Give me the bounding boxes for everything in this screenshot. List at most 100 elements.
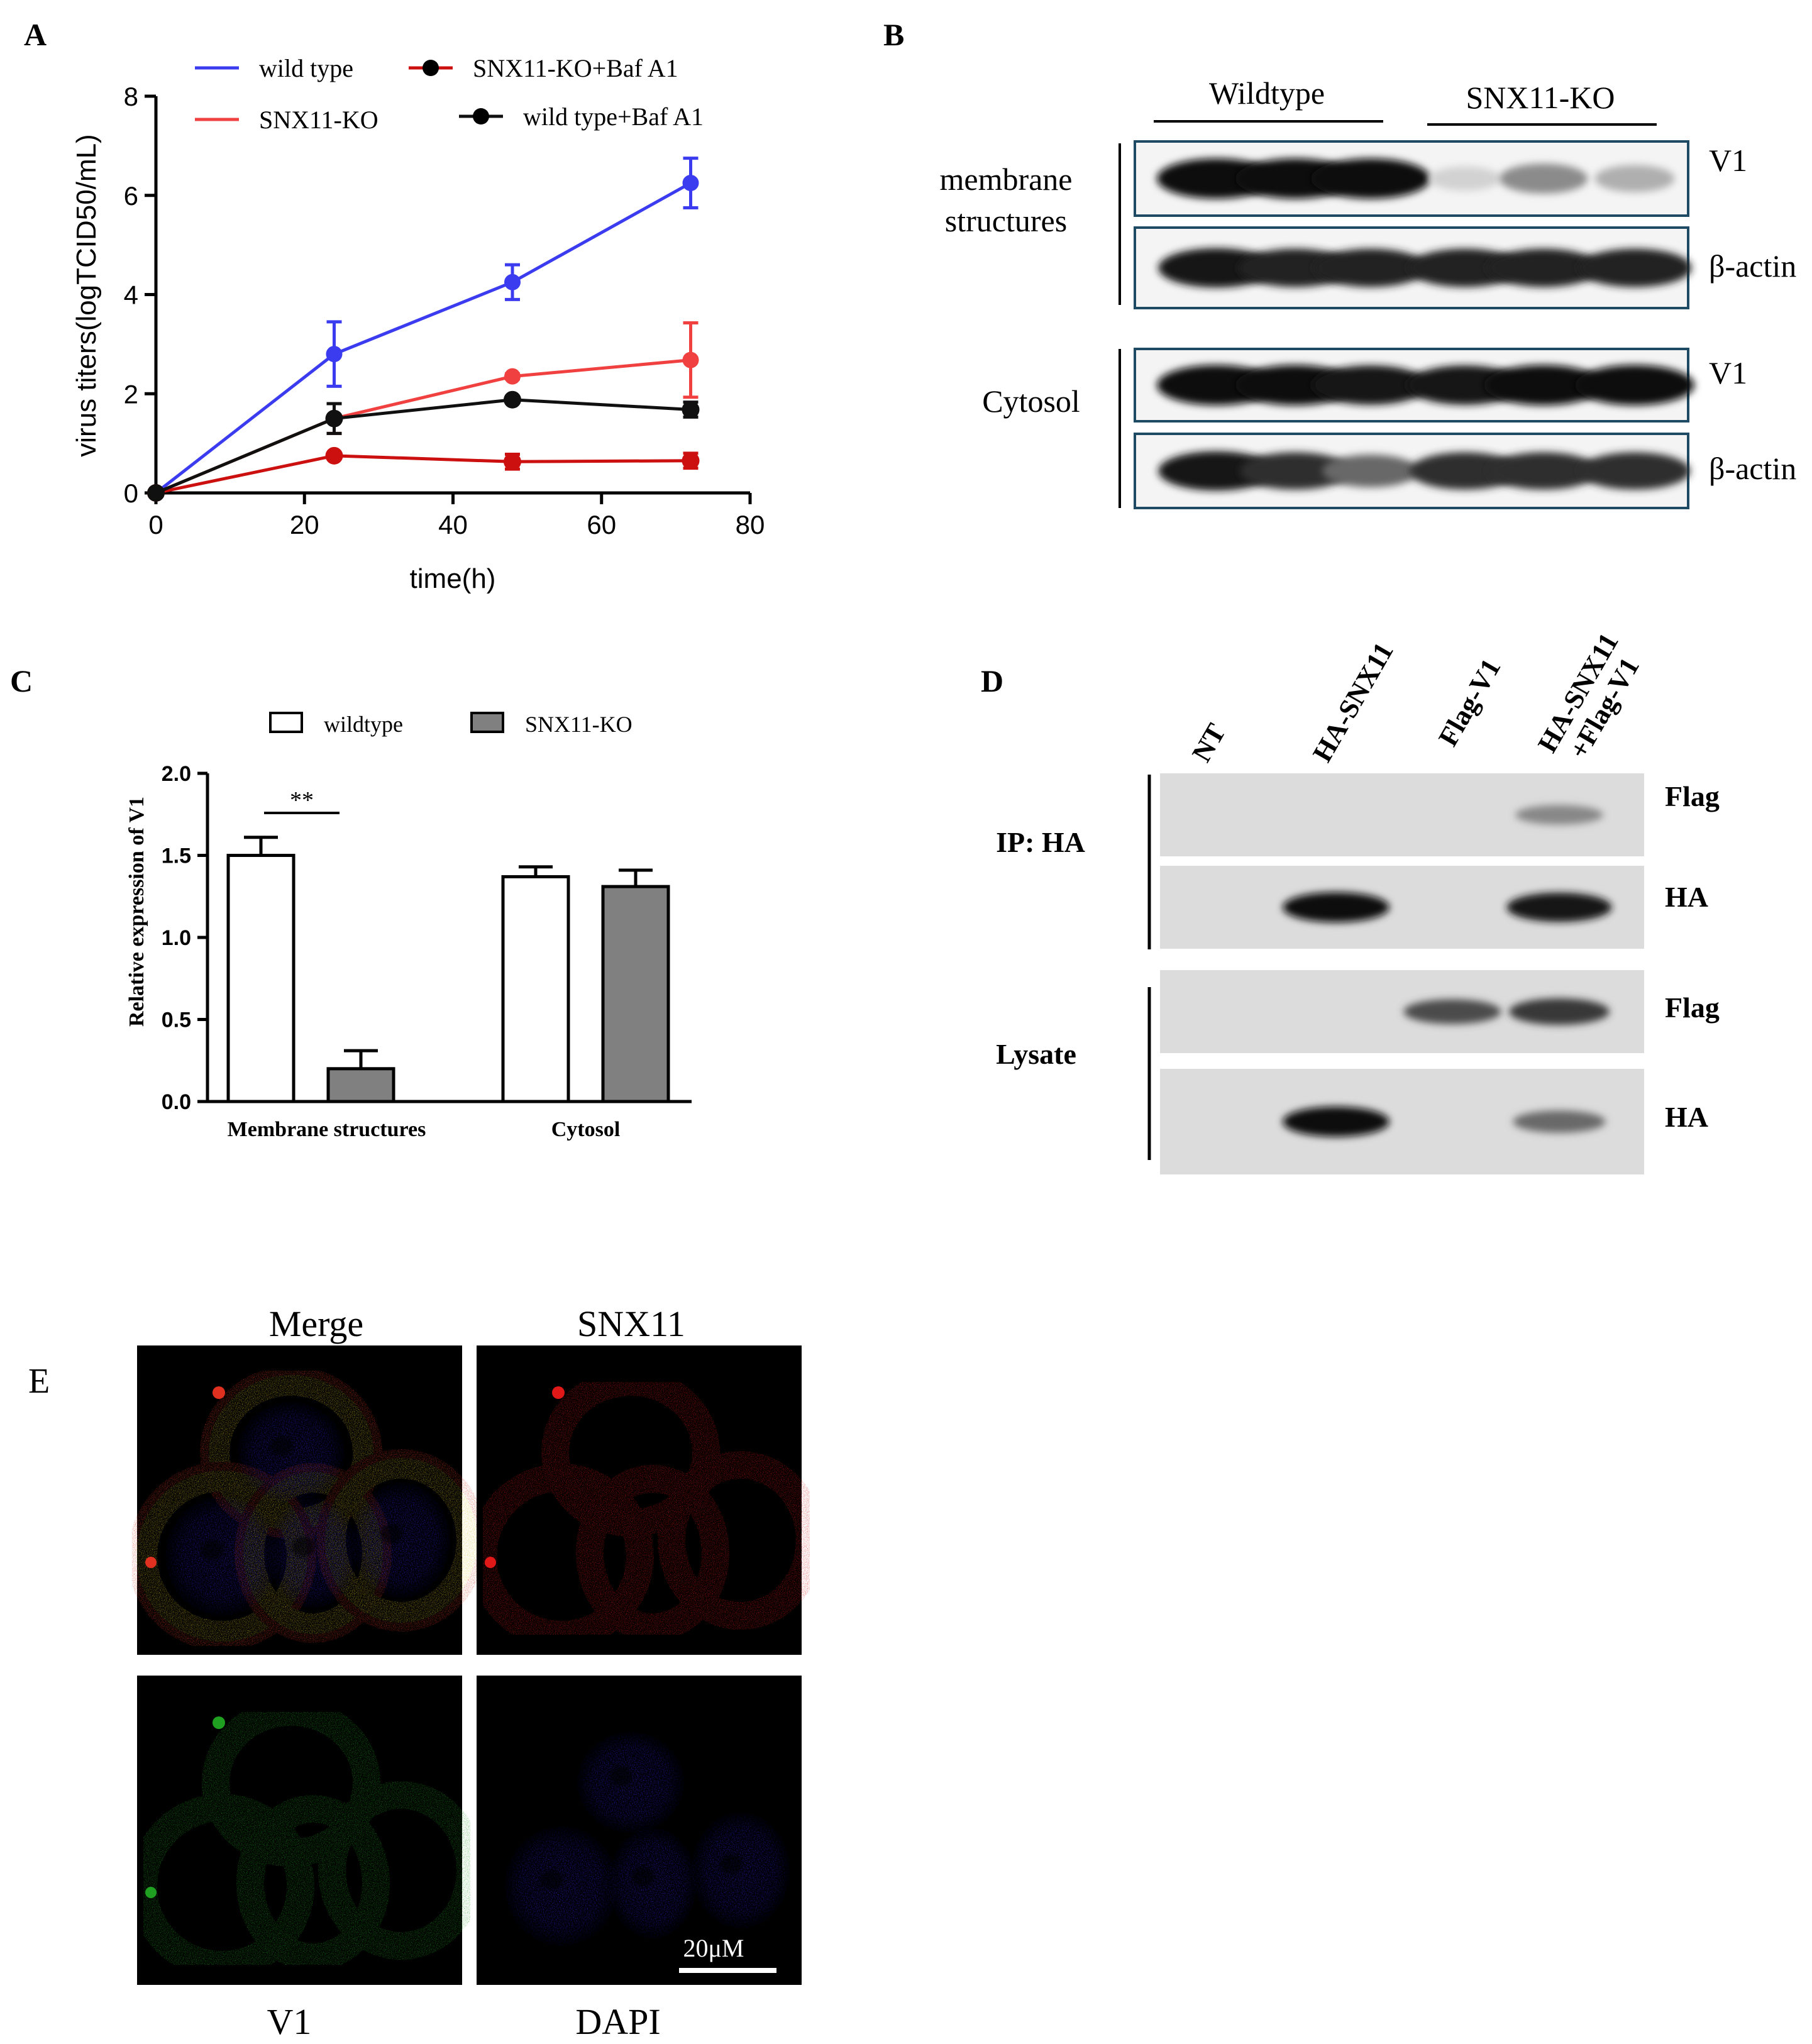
blots-d [1160,773,1644,1174]
category-label: Membrane structures [228,1118,426,1141]
cell-ring [318,1781,484,1960]
legend-a: wild type SNX11-KO SNX11-KO+Baf A1 wild typ… [195,54,704,134]
panel-e: E Merge SNX11 V1 DAPI 20μM [28,1303,824,2042]
band [1312,365,1429,405]
nucleolus [270,1436,293,1456]
image-label-v1: V1 [267,2001,312,2041]
data-point [504,453,521,471]
legend-marker [473,108,489,124]
axes-a: 0 20 40 60 80 0 2 4 6 8 [124,82,765,539]
legend-item: wildtype [269,712,403,737]
blot-strip [1134,226,1692,309]
series-4 [147,390,700,502]
band [1579,452,1691,490]
data-point [682,451,700,470]
data-point [504,273,521,290]
row-label-ha-lysate: HA [1665,1101,1708,1133]
nucleus [165,1496,279,1616]
data-point [682,175,699,192]
cell-ring [130,1794,314,1979]
bar [501,875,570,1103]
nucleolus [632,1867,655,1887]
series-line [155,358,691,495]
band [1429,166,1501,191]
band [1515,805,1603,825]
nucleolus [380,1524,403,1544]
y-axis-label-c: Relative expression of V1 [125,797,148,1027]
puncta [145,1887,157,1898]
significance-marker: ** [290,787,314,814]
y-tick-label: 6 [124,181,138,211]
blot-strip [1160,970,1644,1053]
panel-letter-d: D [981,663,1003,699]
data-point [504,390,521,409]
band [1513,1110,1606,1133]
series-line [155,398,691,495]
panel-d: D NT HA-SNX11 Flag-V1 HA-SNX11 +Flag-V1 … [981,627,1720,1174]
puncta [213,1716,225,1729]
x-tick-label: 60 [587,510,616,539]
band [1484,365,1603,406]
band [1283,1107,1389,1137]
band [1322,455,1419,487]
merge-image [128,1345,486,1655]
snx11-image [469,1345,824,1655]
data-point [682,401,700,419]
nucleolus [720,1854,743,1874]
nuclei [505,1732,790,1946]
plot-a [147,157,700,502]
series-3 [147,446,700,502]
band [1486,248,1601,287]
data-point [325,446,343,465]
data-point [147,484,165,502]
legend-item: wild type [195,54,353,82]
band [1311,158,1430,199]
panel-letter-a: A [24,17,47,52]
lane-label-flag-v1: Flag-V1 [1432,653,1506,751]
y-axis-label: virus titers(logTCID50/mL) [71,134,102,456]
y-tick-label: 4 [124,280,138,310]
row-label-actin-cytosol: β-actin [1709,451,1796,486]
nucleus [577,1732,684,1833]
series-line [155,454,691,495]
band [1409,452,1521,490]
panel-letter-c: C [10,663,33,699]
row-label-actin-membrane: β-actin [1709,248,1796,284]
scale-bar-label: 20μM [683,1934,744,1962]
x-axis-label: time(h) [410,563,496,594]
puncta [213,1386,225,1399]
cytoplasm-signal [130,1698,484,1979]
nucleolus [201,1540,224,1560]
nucleolus [292,1537,315,1557]
scale-bar [679,1968,776,1973]
nucleus [505,1826,618,1946]
legend-label: SNX11-KO [259,106,378,134]
row-label-v1-membrane: V1 [1709,143,1747,178]
x-tick-label: 80 [736,510,765,539]
category-label: Cytosol [551,1118,621,1141]
group-label-snx11-ko: SNX11-KO [1466,80,1615,115]
band [1239,452,1351,490]
blot-strip [1134,140,1689,217]
band [1575,365,1694,406]
blot-strip [1160,773,1644,856]
cell-ring [576,1465,729,1641]
blot-strip [1160,1069,1644,1174]
dapi-image [477,1676,802,1985]
band [1594,165,1675,192]
band [1488,452,1599,490]
legend-label: wild type [259,54,353,82]
micrographs [128,1345,824,1985]
row-label-flag-lysate: Flag [1665,992,1720,1024]
bar [326,1067,395,1103]
legend-item: SNX11-KO+Baf A1 [409,54,678,82]
legend-swatch [269,712,303,733]
panel-letter-e: E [28,1362,50,1401]
blots-b [1134,140,1694,509]
band [1283,892,1389,922]
section-label-structures: structures [945,203,1067,238]
x-tick-label: 0 [148,510,163,539]
v1-image [130,1676,484,1985]
puncta [145,1557,157,1568]
